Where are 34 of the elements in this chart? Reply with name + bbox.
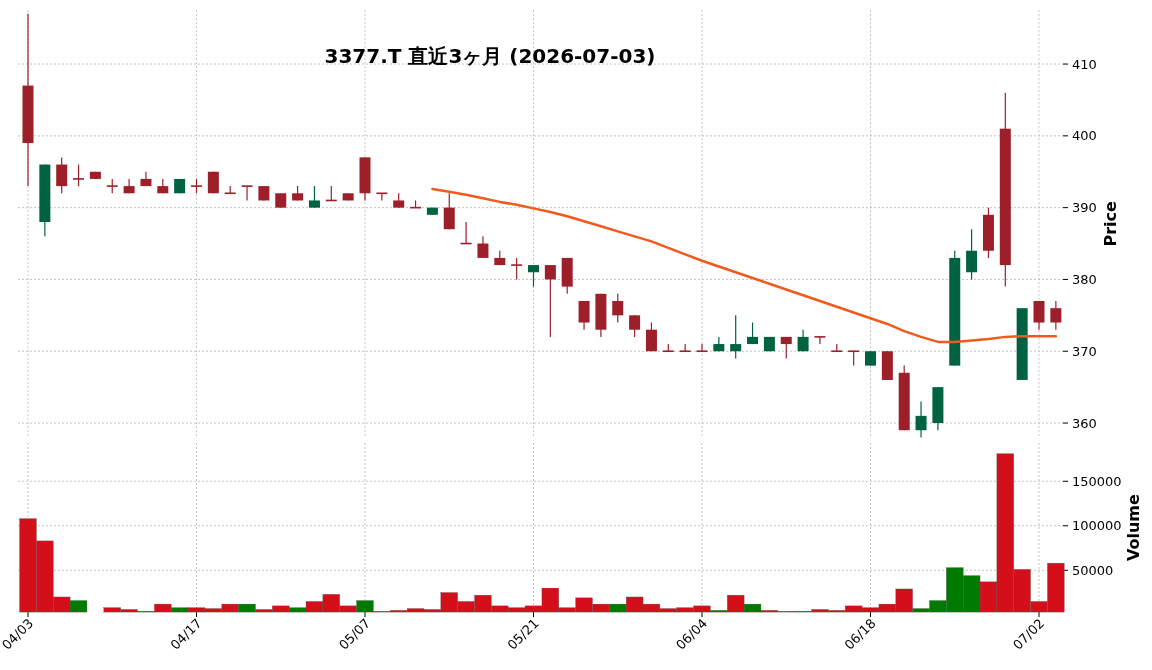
candlestick <box>511 257 523 281</box>
y-tick-label: 390 <box>1072 200 1097 216</box>
y-tick-label: 380 <box>1072 271 1097 287</box>
y-tick-label: 400 <box>1072 128 1097 144</box>
text: 3377.T 直近3ヶ月 (2026-07-03) <box>324 44 656 68</box>
y-tick-label: 150000 <box>1072 473 1122 489</box>
candlestick <box>477 235 489 259</box>
candlestick <box>915 400 927 438</box>
line-series <box>431 187 1058 344</box>
candlestick <box>376 192 388 202</box>
y-axis-title: Price <box>1101 200 1120 247</box>
candlestick <box>56 156 68 194</box>
candlestick <box>443 192 455 230</box>
y-tick-label: 100000 <box>1072 518 1122 534</box>
y-axis-title: Volume <box>1124 493 1143 561</box>
y-tick-label: 360 <box>1072 415 1097 431</box>
candlestick <box>966 228 978 281</box>
candlestick <box>578 300 590 331</box>
candlestick <box>1033 300 1045 331</box>
candlestick <box>629 314 641 338</box>
candlestick <box>528 264 539 288</box>
candlestick <box>544 264 556 338</box>
candlestick <box>696 343 708 353</box>
candlestick <box>73 163 85 187</box>
candlestick <box>308 185 320 209</box>
candlestick <box>612 293 624 324</box>
candlestick <box>645 321 657 352</box>
candlestick <box>730 314 742 360</box>
candlestick <box>1050 300 1062 331</box>
y-tick-label: 410 <box>1072 56 1097 72</box>
y-tick-label: 370 <box>1072 343 1097 359</box>
candlestick <box>814 336 826 345</box>
y-tick-label: 50000 <box>1072 562 1114 578</box>
candlestick <box>241 185 253 202</box>
